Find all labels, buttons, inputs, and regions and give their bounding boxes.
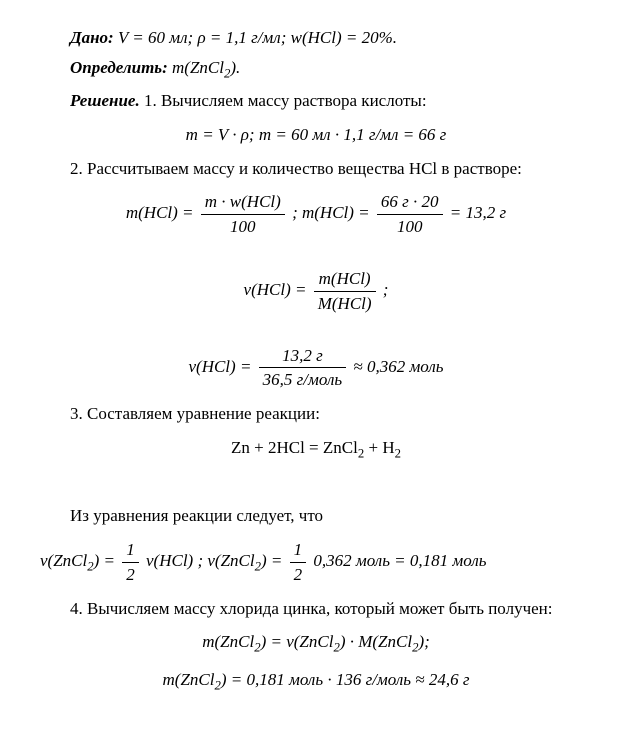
eq6-c: ν(HCl) ; ν(ZnCl <box>146 551 255 570</box>
eq2-num: m · w(HCl) <box>201 190 285 215</box>
determine-text: m(ZnCl <box>168 58 224 77</box>
step2-text: 2. Рассчитываем массу и количество вещес… <box>70 159 522 178</box>
deriv-text: Из уравнения реакции следует, что <box>70 506 323 525</box>
eq3: ν(HCl) = m(HCl) M(HCl) ; <box>30 267 602 316</box>
eq7: m(ZnCl2) = ν(ZnCl2) · M(ZnCl2); <box>30 630 602 657</box>
step4-line: 4. Вычисляем массу хлорида цинка, которы… <box>30 597 602 621</box>
eq5-a: Zn + 2HCl = ZnCl <box>231 438 358 457</box>
eq6-d: ) = <box>261 551 287 570</box>
eq3-right: ; <box>383 280 389 299</box>
eq8-b: ) = 0,181 моль · 136 г/моль ≈ 24,6 г <box>221 670 470 689</box>
given-label: Дано: <box>70 28 114 47</box>
eq3-frac: m(HCl) M(HCl) <box>314 267 376 316</box>
eq4-num: 13,2 г <box>259 344 346 369</box>
deriv-line: Из уравнения реакции следует, что <box>30 504 602 528</box>
eq8: m(ZnCl2) = 0,181 моль · 136 г/моль ≈ 24,… <box>30 668 602 695</box>
eq7-a: m(ZnCl <box>202 632 254 651</box>
eq2-frac2: 66 г · 20 100 <box>377 190 443 239</box>
eq4-left: ν(HCl) = <box>188 357 255 376</box>
determine-line: Определить: m(ZnCl2). <box>30 56 602 83</box>
eq6-a: ν(ZnCl <box>40 551 87 570</box>
eq3-left: ν(HCl) = <box>244 280 311 299</box>
determine-end: ). <box>230 58 240 77</box>
eq2: m(HCl) = m · w(HCl) 100 ; m(HCl) = 66 г … <box>30 190 602 239</box>
eq4: ν(HCl) = 13,2 г 36,5 г/моль ≈ 0,362 моль <box>30 344 602 393</box>
eq1: m = V · ρ; m = 60 мл · 1,1 г/мл = 66 г <box>30 123 602 147</box>
step3-line: 3. Составляем уравнение реакции: <box>30 402 602 426</box>
step2-line: 2. Рассчитываем массу и количество вещес… <box>30 157 602 181</box>
eq2-num2: 66 г · 20 <box>377 190 443 215</box>
eq2-left: m(HCl) = <box>126 204 198 223</box>
eq2-right: = 13,2 г <box>450 204 506 223</box>
eq6-b: ) = <box>94 551 120 570</box>
eq6-den1: 2 <box>122 563 139 587</box>
eq6-num2: 1 <box>290 538 307 563</box>
eq2-frac1: m · w(HCl) 100 <box>201 190 285 239</box>
given-line: Дано: V = 60 мл; ρ = 1,1 г/мл; w(HCl) = … <box>30 26 602 50</box>
eq7-d: ); <box>418 632 429 651</box>
step3-text: 3. Составляем уравнение реакции: <box>70 404 320 423</box>
eq1-text: m = V · ρ; m = 60 мл · 1,1 г/мл = 66 г <box>186 125 447 144</box>
eq8-a: m(ZnCl <box>163 670 215 689</box>
eq3-num: m(HCl) <box>314 267 376 292</box>
given-text: V = 60 мл; ρ = 1,1 г/мл; w(HCl) = 20%. <box>114 28 397 47</box>
eq6-frac2: 1 2 <box>290 538 307 587</box>
eq2-mid: ; m(HCl) = <box>292 204 374 223</box>
eq2-den2: 100 <box>377 215 443 239</box>
step4-text: 4. Вычисляем массу хлорида цинка, которы… <box>70 599 552 618</box>
eq6-frac1: 1 2 <box>122 538 139 587</box>
determine-label: Определить: <box>70 58 168 77</box>
eq3-den: M(HCl) <box>314 292 376 316</box>
eq6-num1: 1 <box>122 538 139 563</box>
eq5-sub2: 2 <box>395 446 401 460</box>
eq6-den2: 2 <box>290 563 307 587</box>
eq4-den: 36,5 г/моль <box>259 368 346 392</box>
eq2-den: 100 <box>201 215 285 239</box>
step1-line: Решение. 1. Вычисляем массу раствора кис… <box>30 89 602 113</box>
eq4-right: ≈ 0,362 моль <box>353 357 443 376</box>
eq5: Zn + 2HCl = ZnCl2 + H2 <box>30 436 602 463</box>
eq7-b: ) = ν(ZnCl <box>261 632 334 651</box>
solution-label: Решение. <box>70 91 140 110</box>
eq4-frac: 13,2 г 36,5 г/моль <box>259 344 346 393</box>
eq6: ν(ZnCl2) = 1 2 ν(HCl) ; ν(ZnCl2) = 1 2 0… <box>30 538 602 587</box>
eq7-c: ) · M(ZnCl <box>340 632 412 651</box>
eq6-e: 0,362 моль = 0,181 моль <box>313 551 486 570</box>
eq5-b: + H <box>364 438 394 457</box>
step1-text: 1. Вычисляем массу раствора кислоты: <box>140 91 427 110</box>
